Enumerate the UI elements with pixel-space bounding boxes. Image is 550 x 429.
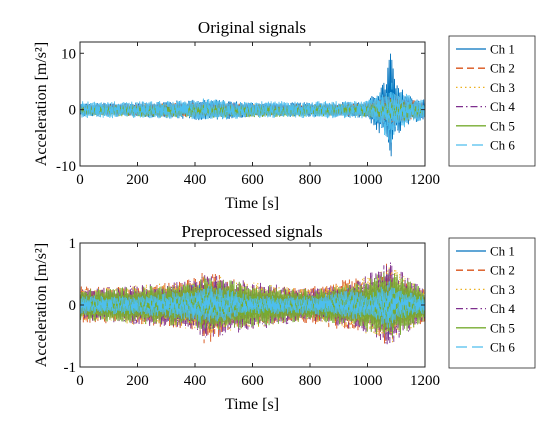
y-tick-label: 1 bbox=[69, 236, 77, 252]
x-tick-label: 400 bbox=[184, 373, 207, 389]
y-axis: -1 0 1 bbox=[64, 236, 425, 376]
legend-entry: Ch 4 bbox=[490, 99, 515, 114]
x-tick-label: 600 bbox=[241, 172, 264, 188]
legend-entry: Ch 5 bbox=[490, 320, 515, 335]
x-tick-label: 800 bbox=[299, 172, 322, 188]
x-tick-label: 0 bbox=[76, 172, 84, 188]
x-tick-label: 800 bbox=[299, 373, 322, 389]
legend-box bbox=[448, 237, 536, 369]
legend-entry: Ch 3 bbox=[490, 80, 515, 95]
chart-title: Original signals bbox=[198, 18, 306, 37]
plot-area bbox=[80, 53, 425, 157]
legend-entry: Ch 3 bbox=[490, 282, 515, 297]
y-axis: -10 0 10 bbox=[56, 46, 425, 175]
x-axis-label: Time [s] bbox=[225, 195, 279, 212]
original-signals-panel: Original signals 0 200 400 600 800 1000 1200 -… bbox=[33, 18, 536, 212]
x-tick-label: 1000 bbox=[353, 373, 383, 389]
x-axis: 0 200 400 600 800 1000 1200 bbox=[76, 42, 440, 188]
legend-entry: Ch 1 bbox=[490, 42, 515, 57]
x-tick-label: 400 bbox=[184, 172, 207, 188]
y-axis-label: Acceleration [m/s²] bbox=[33, 42, 50, 166]
preprocessed-signals-panel: Preprocessed signals 0 200 400 600 800 1000 12… bbox=[33, 222, 536, 413]
y-tick-label: -10 bbox=[56, 159, 76, 175]
y-tick-label: 0 bbox=[69, 298, 77, 314]
x-tick-label: 1000 bbox=[353, 172, 383, 188]
legend-entry: Ch 1 bbox=[490, 244, 515, 259]
series-line-ch-6 bbox=[80, 281, 425, 328]
legend: Ch 1 Ch 2 Ch 3 Ch 4 Ch 5 Ch 6 bbox=[448, 237, 536, 369]
legend-box bbox=[448, 35, 536, 167]
x-tick-label: 1200 bbox=[410, 172, 440, 188]
plot-area bbox=[80, 262, 425, 346]
y-tick-label: -1 bbox=[64, 360, 77, 376]
x-tick-label: 0 bbox=[76, 373, 84, 389]
y-axis-label: Acceleration [m/s²] bbox=[33, 243, 50, 367]
x-tick-label: 1200 bbox=[410, 373, 440, 389]
y-tick-label: 0 bbox=[69, 103, 77, 119]
legend-entry: Ch 6 bbox=[490, 138, 515, 153]
legend-entry: Ch 2 bbox=[490, 263, 515, 278]
y-tick-label: 10 bbox=[61, 46, 76, 62]
x-axis-label: Time [s] bbox=[225, 396, 279, 413]
series-line-ch-6 bbox=[80, 82, 425, 143]
legend-entry: Ch 6 bbox=[490, 340, 515, 355]
chart-title: Preprocessed signals bbox=[181, 222, 322, 241]
x-tick-label: 600 bbox=[241, 373, 264, 389]
legend: Ch 1 Ch 2 Ch 3 Ch 4 Ch 5 Ch 6 bbox=[448, 35, 536, 167]
legend-entry: Ch 2 bbox=[490, 61, 515, 76]
x-tick-label: 200 bbox=[126, 373, 149, 389]
x-tick-label: 200 bbox=[126, 172, 149, 188]
x-axis: 0 200 400 600 800 1000 1200 bbox=[76, 243, 440, 389]
legend-entry: Ch 5 bbox=[490, 118, 515, 133]
legend-entry: Ch 4 bbox=[490, 301, 515, 316]
